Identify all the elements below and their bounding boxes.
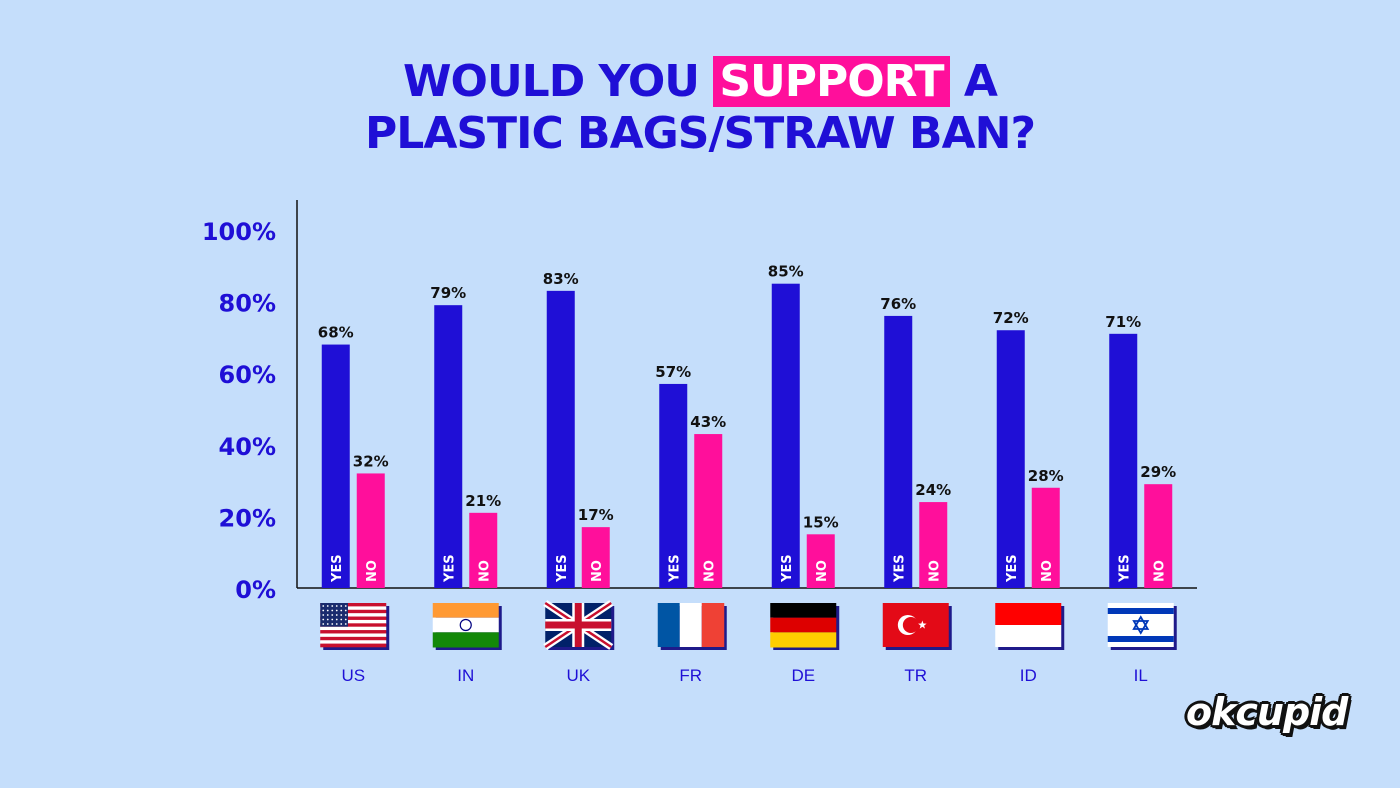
yes-value-label: 76% bbox=[880, 295, 916, 313]
yes-value-label: 57% bbox=[655, 363, 691, 381]
title-part-2: A bbox=[963, 56, 998, 107]
yes-bar bbox=[434, 305, 463, 588]
x-tick-label: FR bbox=[679, 666, 702, 685]
y-tick-label: 100% bbox=[202, 218, 276, 246]
yes-bar-label: YES bbox=[1117, 554, 1132, 583]
yes-bar-label: YES bbox=[442, 554, 457, 583]
germany-flag-icon bbox=[770, 603, 840, 650]
no-bar-label: NO bbox=[702, 560, 717, 582]
x-tick-label: ID bbox=[1020, 666, 1037, 685]
title-line-2: PLASTIC BAGS/STRAW BAN? bbox=[365, 108, 1036, 159]
us-flag-icon bbox=[320, 603, 390, 650]
yes-value-label: 71% bbox=[1105, 313, 1141, 331]
x-tick-label: UK bbox=[566, 666, 590, 685]
no-value-label: 28% bbox=[1028, 467, 1064, 485]
y-tick-label: 60% bbox=[219, 361, 276, 389]
no-bar bbox=[1031, 487, 1060, 588]
yes-bar-label: YES bbox=[330, 554, 345, 583]
okcupid-logo: okcupid bbox=[1186, 690, 1348, 734]
no-bar-label: NO bbox=[365, 560, 380, 582]
yes-bar-label: YES bbox=[892, 554, 907, 583]
x-tick-label: US bbox=[341, 666, 365, 685]
yes-bar bbox=[884, 315, 913, 588]
no-bar bbox=[356, 473, 385, 588]
yes-value-label: 79% bbox=[430, 284, 466, 302]
no-bar bbox=[694, 434, 723, 588]
france-flag-icon bbox=[657, 603, 727, 650]
no-bar bbox=[469, 512, 498, 588]
no-bar-label: NO bbox=[927, 560, 942, 582]
yes-value-label: 83% bbox=[543, 270, 579, 288]
no-bar-label: NO bbox=[815, 560, 830, 582]
y-tick-label: 20% bbox=[219, 504, 276, 532]
yes-value-label: 85% bbox=[768, 263, 804, 281]
no-value-label: 24% bbox=[915, 481, 951, 499]
x-tick-label: IL bbox=[1134, 666, 1148, 685]
y-tick-label: 80% bbox=[219, 290, 276, 318]
y-tick-label: 40% bbox=[219, 433, 276, 461]
no-bar bbox=[1144, 484, 1173, 588]
turkey-flag-icon bbox=[882, 603, 952, 650]
no-value-label: 17% bbox=[578, 506, 614, 524]
yes-bar-label: YES bbox=[667, 554, 682, 583]
no-bar-label: NO bbox=[477, 560, 492, 582]
no-value-label: 29% bbox=[1140, 463, 1176, 481]
yes-bar bbox=[546, 290, 575, 588]
x-tick-label: TR bbox=[904, 666, 927, 685]
yes-bar bbox=[1109, 333, 1138, 588]
yes-bar bbox=[996, 330, 1025, 588]
title-line-1: WOULD YOU SUPPORT A bbox=[0, 56, 1400, 108]
y-tick-label: 0% bbox=[235, 576, 276, 604]
yes-bar-label: YES bbox=[1005, 554, 1020, 583]
uk-flag-icon bbox=[543, 600, 615, 650]
yes-bar bbox=[321, 344, 350, 588]
x-tick-label: DE bbox=[791, 666, 815, 685]
no-bar-label: NO bbox=[590, 560, 605, 582]
no-bar bbox=[919, 502, 948, 588]
title-highlight: SUPPORT bbox=[713, 56, 950, 107]
indonesia-flag-icon bbox=[995, 603, 1065, 650]
yes-value-label: 72% bbox=[993, 309, 1029, 327]
india-flag-icon bbox=[432, 603, 502, 650]
no-bar bbox=[806, 534, 835, 588]
no-value-label: 21% bbox=[465, 492, 501, 510]
yes-bar-label: YES bbox=[555, 554, 570, 583]
israel-flag-icon bbox=[1107, 603, 1177, 650]
title-part-1: WOULD YOU bbox=[403, 56, 700, 107]
no-bar-label: NO bbox=[1152, 560, 1167, 582]
yes-bar bbox=[771, 283, 800, 588]
no-value-label: 43% bbox=[690, 413, 726, 431]
no-bar bbox=[581, 527, 610, 588]
no-value-label: 15% bbox=[803, 513, 839, 531]
yes-bar bbox=[659, 383, 688, 588]
yes-value-label: 68% bbox=[318, 324, 354, 342]
no-value-label: 32% bbox=[353, 452, 389, 470]
no-bar-label: NO bbox=[1040, 560, 1055, 582]
x-tick-label: IN bbox=[457, 666, 474, 685]
yes-bar-label: YES bbox=[780, 554, 795, 583]
